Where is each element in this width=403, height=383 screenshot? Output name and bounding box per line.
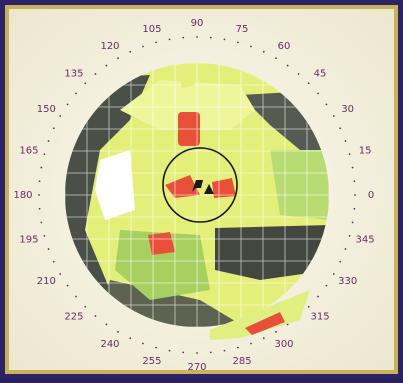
angle-label: 0 [368, 190, 374, 201]
angle-label: 330 [338, 276, 357, 287]
angle-label: 210 [37, 276, 56, 287]
tick-dot [155, 347, 157, 349]
tick-dot [263, 337, 265, 339]
tick-dot [345, 248, 347, 250]
angle-label: 135 [64, 68, 83, 79]
tick-dot [43, 235, 45, 237]
angle-label: 315 [310, 312, 329, 323]
angle-label: 165 [19, 145, 38, 156]
tick-dot [345, 140, 347, 142]
tick-dot [317, 296, 319, 298]
tick-dot [339, 261, 341, 263]
tick-dot [53, 261, 55, 263]
tick-dot [67, 103, 69, 105]
tick-dot [224, 350, 226, 352]
angle-label: 45 [314, 68, 327, 79]
tick-dot [250, 343, 252, 345]
angle-label: 60 [278, 41, 291, 52]
angle-label: 225 [64, 312, 83, 323]
angle-label: 285 [232, 356, 251, 367]
tick-dot [352, 167, 354, 169]
angle-label: 180 [13, 190, 32, 201]
tick-dot [352, 222, 354, 224]
tick-dot [117, 57, 119, 59]
tick-dot [196, 36, 198, 38]
tick-dot [250, 46, 252, 48]
tick-dot [53, 127, 55, 129]
tick-dot [38, 194, 40, 196]
angle-label: 15 [359, 145, 372, 156]
angle-label: 150 [37, 104, 56, 115]
tick-dot [317, 93, 319, 95]
tick-dot [84, 82, 86, 84]
angle-label: 300 [274, 339, 293, 350]
tick-dot [117, 331, 119, 333]
topography-view: 0 15 30 45 60 75 90 105 120 135 150 165 180 195 210 225… [0, 0, 403, 379]
tick-dot [48, 140, 50, 142]
tick-dot [182, 351, 184, 353]
angle-label: 255 [142, 356, 161, 367]
tick-dot [169, 350, 171, 352]
tick-dot [287, 65, 289, 67]
tick-dot [333, 273, 335, 275]
tick-dot [339, 127, 341, 129]
angle-label: 90 [191, 18, 204, 29]
tick-dot [48, 248, 50, 250]
tick-dot [237, 41, 239, 43]
tick-dot [95, 315, 97, 317]
tick-dot [39, 208, 41, 210]
tick-dot [59, 273, 61, 275]
angle-label: 75 [236, 24, 249, 35]
tick-dot [182, 37, 184, 39]
angle-label: 105 [142, 24, 161, 35]
tick-dot [210, 37, 212, 39]
angle-label: 120 [100, 41, 119, 52]
tick-dot [105, 324, 107, 326]
tick-dot [155, 41, 157, 43]
tick-dot [67, 285, 69, 287]
tick-dot [353, 180, 355, 182]
tick-dot [105, 65, 107, 67]
tick-dot [349, 235, 351, 237]
angle-label: 270 [187, 362, 206, 373]
tick-dot [129, 337, 131, 339]
tick-dot [353, 208, 355, 210]
tick-dot [275, 57, 277, 59]
tick-dot [308, 82, 310, 84]
tick-dot [95, 73, 97, 75]
tick-dot [308, 306, 310, 308]
tick-dot [298, 73, 300, 75]
angle-label: 195 [19, 235, 38, 246]
angle-label: 240 [100, 339, 119, 350]
tick-dot [41, 167, 43, 169]
tick-dot [142, 343, 144, 345]
tick-dot [142, 46, 144, 48]
tick-dot [59, 115, 61, 117]
tick-dot [326, 285, 328, 287]
tick-dot [39, 180, 41, 182]
tick-dot [210, 351, 212, 353]
tick-dot [237, 347, 239, 349]
tick-dot [75, 296, 77, 298]
tick-dot [349, 153, 351, 155]
tick-dot [129, 51, 131, 53]
tick-dot [84, 306, 86, 308]
tick-dot [196, 352, 198, 354]
tick-dot [169, 39, 171, 41]
tick-dot [43, 153, 45, 155]
tick-dot [75, 93, 77, 95]
tick-dot [275, 331, 277, 333]
tick-dot [263, 51, 265, 53]
tick-dot [354, 194, 356, 196]
tick-dot [41, 222, 43, 224]
tick-dot [224, 39, 226, 41]
angle-label: 30 [341, 104, 354, 115]
angle-label: 345 [356, 235, 375, 246]
tick-dot [333, 115, 335, 117]
tick-dot [326, 103, 328, 105]
